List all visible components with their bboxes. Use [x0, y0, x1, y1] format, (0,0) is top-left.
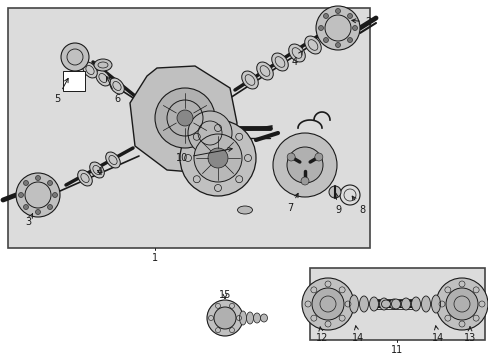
Ellipse shape: [241, 71, 258, 89]
Text: 7: 7: [286, 193, 298, 213]
Ellipse shape: [381, 300, 390, 308]
Ellipse shape: [379, 298, 387, 310]
Ellipse shape: [82, 62, 97, 78]
Ellipse shape: [109, 78, 124, 94]
Ellipse shape: [271, 53, 288, 71]
Text: 13: 13: [463, 327, 475, 343]
Text: 14: 14: [431, 326, 443, 343]
Text: 12: 12: [315, 327, 327, 343]
Ellipse shape: [319, 29, 336, 47]
Circle shape: [36, 210, 41, 215]
Circle shape: [23, 204, 28, 210]
Ellipse shape: [105, 152, 120, 168]
Ellipse shape: [78, 170, 92, 186]
Circle shape: [328, 186, 340, 198]
Ellipse shape: [260, 314, 267, 322]
Circle shape: [314, 153, 322, 161]
Circle shape: [155, 88, 215, 148]
Text: 1: 1: [152, 253, 158, 263]
Ellipse shape: [239, 311, 246, 325]
Circle shape: [335, 9, 340, 14]
Circle shape: [47, 180, 52, 185]
Circle shape: [352, 26, 357, 31]
Circle shape: [315, 6, 359, 50]
Text: 8: 8: [351, 196, 365, 215]
Circle shape: [435, 278, 487, 330]
Circle shape: [47, 204, 52, 210]
Text: 2: 2: [351, 17, 370, 27]
Circle shape: [445, 288, 477, 320]
Circle shape: [301, 177, 308, 185]
Ellipse shape: [89, 162, 104, 178]
Circle shape: [206, 300, 243, 336]
Ellipse shape: [256, 62, 273, 80]
Text: 15: 15: [218, 290, 231, 300]
Circle shape: [323, 13, 328, 18]
Text: 14: 14: [351, 326, 364, 343]
Circle shape: [180, 120, 256, 196]
Text: 4: 4: [291, 51, 302, 67]
Circle shape: [323, 37, 328, 42]
Circle shape: [19, 193, 23, 198]
Bar: [63, 71, 85, 91]
Circle shape: [61, 43, 89, 71]
Bar: [8, 8, 369, 248]
Ellipse shape: [421, 296, 429, 312]
Circle shape: [16, 173, 60, 217]
Ellipse shape: [94, 59, 112, 71]
Ellipse shape: [246, 312, 253, 324]
Ellipse shape: [391, 299, 400, 309]
Ellipse shape: [411, 297, 420, 311]
Text: 6: 6: [106, 77, 120, 104]
Ellipse shape: [401, 298, 409, 310]
Circle shape: [214, 307, 236, 329]
Text: 5: 5: [54, 78, 68, 104]
Text: 4: 4: [97, 167, 103, 177]
Text: 9: 9: [333, 193, 340, 215]
Circle shape: [207, 148, 227, 168]
Circle shape: [272, 133, 336, 197]
Circle shape: [187, 111, 231, 155]
Ellipse shape: [349, 295, 358, 313]
Circle shape: [52, 193, 58, 198]
Text: 3: 3: [25, 214, 33, 227]
Ellipse shape: [253, 313, 260, 323]
Circle shape: [311, 288, 343, 320]
Circle shape: [302, 278, 353, 330]
Circle shape: [347, 13, 352, 18]
Ellipse shape: [399, 300, 407, 308]
Circle shape: [23, 180, 28, 185]
Ellipse shape: [430, 295, 440, 313]
Circle shape: [318, 26, 323, 31]
Ellipse shape: [389, 299, 398, 309]
Circle shape: [335, 42, 340, 48]
Circle shape: [347, 37, 352, 42]
Bar: [309, 268, 484, 340]
Text: 11: 11: [390, 345, 402, 355]
Circle shape: [36, 176, 41, 180]
Ellipse shape: [288, 44, 305, 62]
Ellipse shape: [369, 297, 378, 311]
Circle shape: [194, 134, 242, 182]
Ellipse shape: [304, 36, 321, 54]
Circle shape: [286, 153, 295, 161]
Ellipse shape: [359, 296, 368, 312]
Ellipse shape: [96, 70, 110, 86]
Ellipse shape: [237, 206, 252, 214]
Circle shape: [177, 110, 193, 126]
Polygon shape: [130, 66, 237, 173]
Circle shape: [286, 147, 323, 183]
Text: 10: 10: [176, 148, 232, 163]
